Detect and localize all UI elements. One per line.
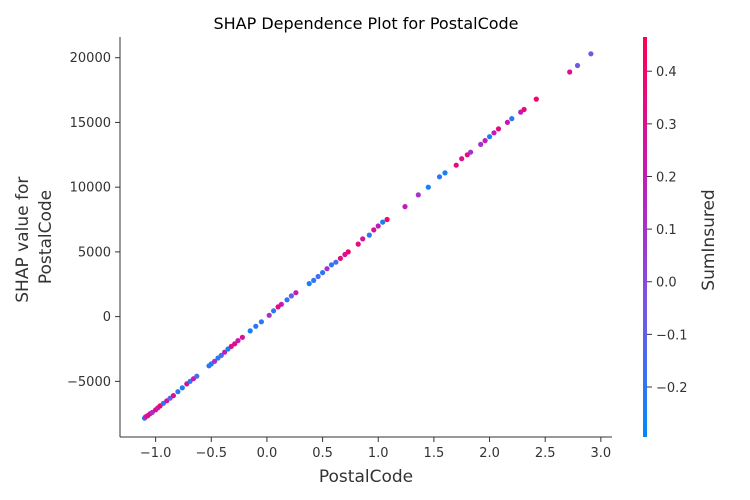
scatter-point — [333, 259, 339, 265]
scatter-point — [258, 319, 264, 325]
x-tick-label: 1.5 — [424, 446, 445, 461]
scatter-point — [179, 385, 185, 391]
colorbar-tick-label: 0.2 — [656, 170, 677, 185]
colorbar-tick-label: 0.3 — [656, 118, 677, 133]
scatter-point — [453, 162, 459, 168]
colorbar-tick-label: 0.4 — [656, 65, 677, 80]
scatter-point — [459, 156, 465, 162]
scatter-point — [175, 389, 181, 395]
y-tick-label: 15000 — [70, 116, 111, 131]
scatter-point — [495, 126, 502, 132]
colorbar-tick-label: 0.0 — [656, 276, 677, 291]
scatter-point — [218, 352, 224, 358]
scatter-point — [574, 62, 581, 69]
scatter-point — [533, 96, 539, 102]
scatter-point — [478, 141, 484, 147]
scatter-point — [384, 216, 390, 223]
scatter-point — [315, 273, 321, 280]
scatter-point — [436, 174, 443, 180]
scatter-point — [360, 236, 366, 242]
scatter-point — [402, 204, 408, 210]
y-tick-label: 0 — [103, 310, 111, 325]
scatter-point — [345, 249, 351, 255]
y-axis-label-line-1: SHAP value for — [13, 177, 33, 303]
x-tick-label: 2.0 — [479, 446, 500, 461]
scatter-point — [253, 323, 259, 329]
scatter-point — [442, 170, 448, 176]
x-tick-label: 2.5 — [535, 446, 556, 461]
scatter-point — [222, 349, 228, 355]
scatter-point — [415, 192, 421, 198]
scatter-point — [266, 312, 272, 318]
scatter-point — [212, 358, 218, 364]
scatter-point — [504, 119, 510, 125]
scatter-point — [170, 393, 176, 399]
scatter-point — [371, 227, 377, 233]
scatter-point — [320, 270, 326, 276]
scatter-point — [482, 138, 488, 144]
y-tick-label: 5000 — [78, 245, 111, 260]
x-tick-label: −1.0 — [140, 446, 172, 461]
scatter-point — [293, 290, 299, 296]
scatter-point — [288, 293, 294, 299]
scatter-point — [380, 219, 386, 225]
scatter-point — [567, 69, 573, 75]
x-axis-label: PostalCode — [319, 467, 413, 487]
scatter-point — [328, 262, 335, 268]
colorbar-tick-label: 0.1 — [656, 223, 677, 238]
scatter-point — [366, 232, 372, 238]
scatter-point — [284, 297, 290, 303]
scatter-point — [468, 149, 474, 155]
x-tick-label: 3.0 — [591, 446, 612, 461]
plot-area — [141, 51, 594, 421]
scatter-point — [521, 106, 527, 113]
scatter-point — [491, 130, 497, 136]
scatter-point — [588, 51, 594, 57]
y-axis-label: SHAP value for PostalCode — [13, 171, 56, 302]
scatter-point — [311, 277, 317, 283]
scatter-point — [235, 338, 241, 344]
colorbar-tick-label: −0.2 — [656, 381, 688, 396]
y-tick-label: 20000 — [70, 51, 111, 66]
y-tick-label: −5000 — [67, 375, 111, 390]
scatter-point — [239, 334, 245, 340]
x-ticks: −1.0 −0.5 0.0 0.5 1.0 1.5 2.0 2.5 3.0 — [140, 437, 611, 461]
scatter-point — [247, 328, 253, 334]
scatter-point — [509, 116, 515, 122]
colorbar: −0.2 −0.1 0.0 0.1 0.2 0.3 0.4 SumInsured — [643, 37, 719, 437]
chart-title: SHAP Dependence Plot for PostalCode — [213, 14, 518, 33]
colorbar-label: SumInsured — [699, 189, 719, 290]
scatter-point — [487, 134, 493, 140]
scatter-point — [337, 255, 343, 261]
colorbar-gradient — [643, 37, 647, 437]
x-tick-label: 1.0 — [368, 446, 389, 461]
scatter-point — [355, 241, 361, 247]
x-tick-label: 0.5 — [312, 446, 333, 461]
x-tick-label: 0.0 — [257, 446, 278, 461]
scatter-point — [375, 223, 381, 229]
scatter-point — [232, 341, 238, 347]
scatter-point — [278, 301, 284, 307]
y-ticks: −5000 0 5000 10000 15000 20000 — [67, 51, 120, 390]
colorbar-tick-label: −0.1 — [656, 328, 688, 343]
scatter-point — [271, 308, 277, 314]
scatter-point — [306, 281, 312, 287]
colorbar-ticks: −0.2 −0.1 0.0 0.1 0.2 0.3 0.4 — [647, 65, 688, 396]
y-tick-label: 10000 — [70, 181, 111, 196]
scatter-point — [324, 266, 330, 272]
x-tick-label: −0.5 — [195, 446, 227, 461]
scatter-point — [194, 373, 200, 379]
scatter-point — [425, 184, 431, 190]
y-axis-label-line-2: PostalCode — [36, 190, 56, 284]
